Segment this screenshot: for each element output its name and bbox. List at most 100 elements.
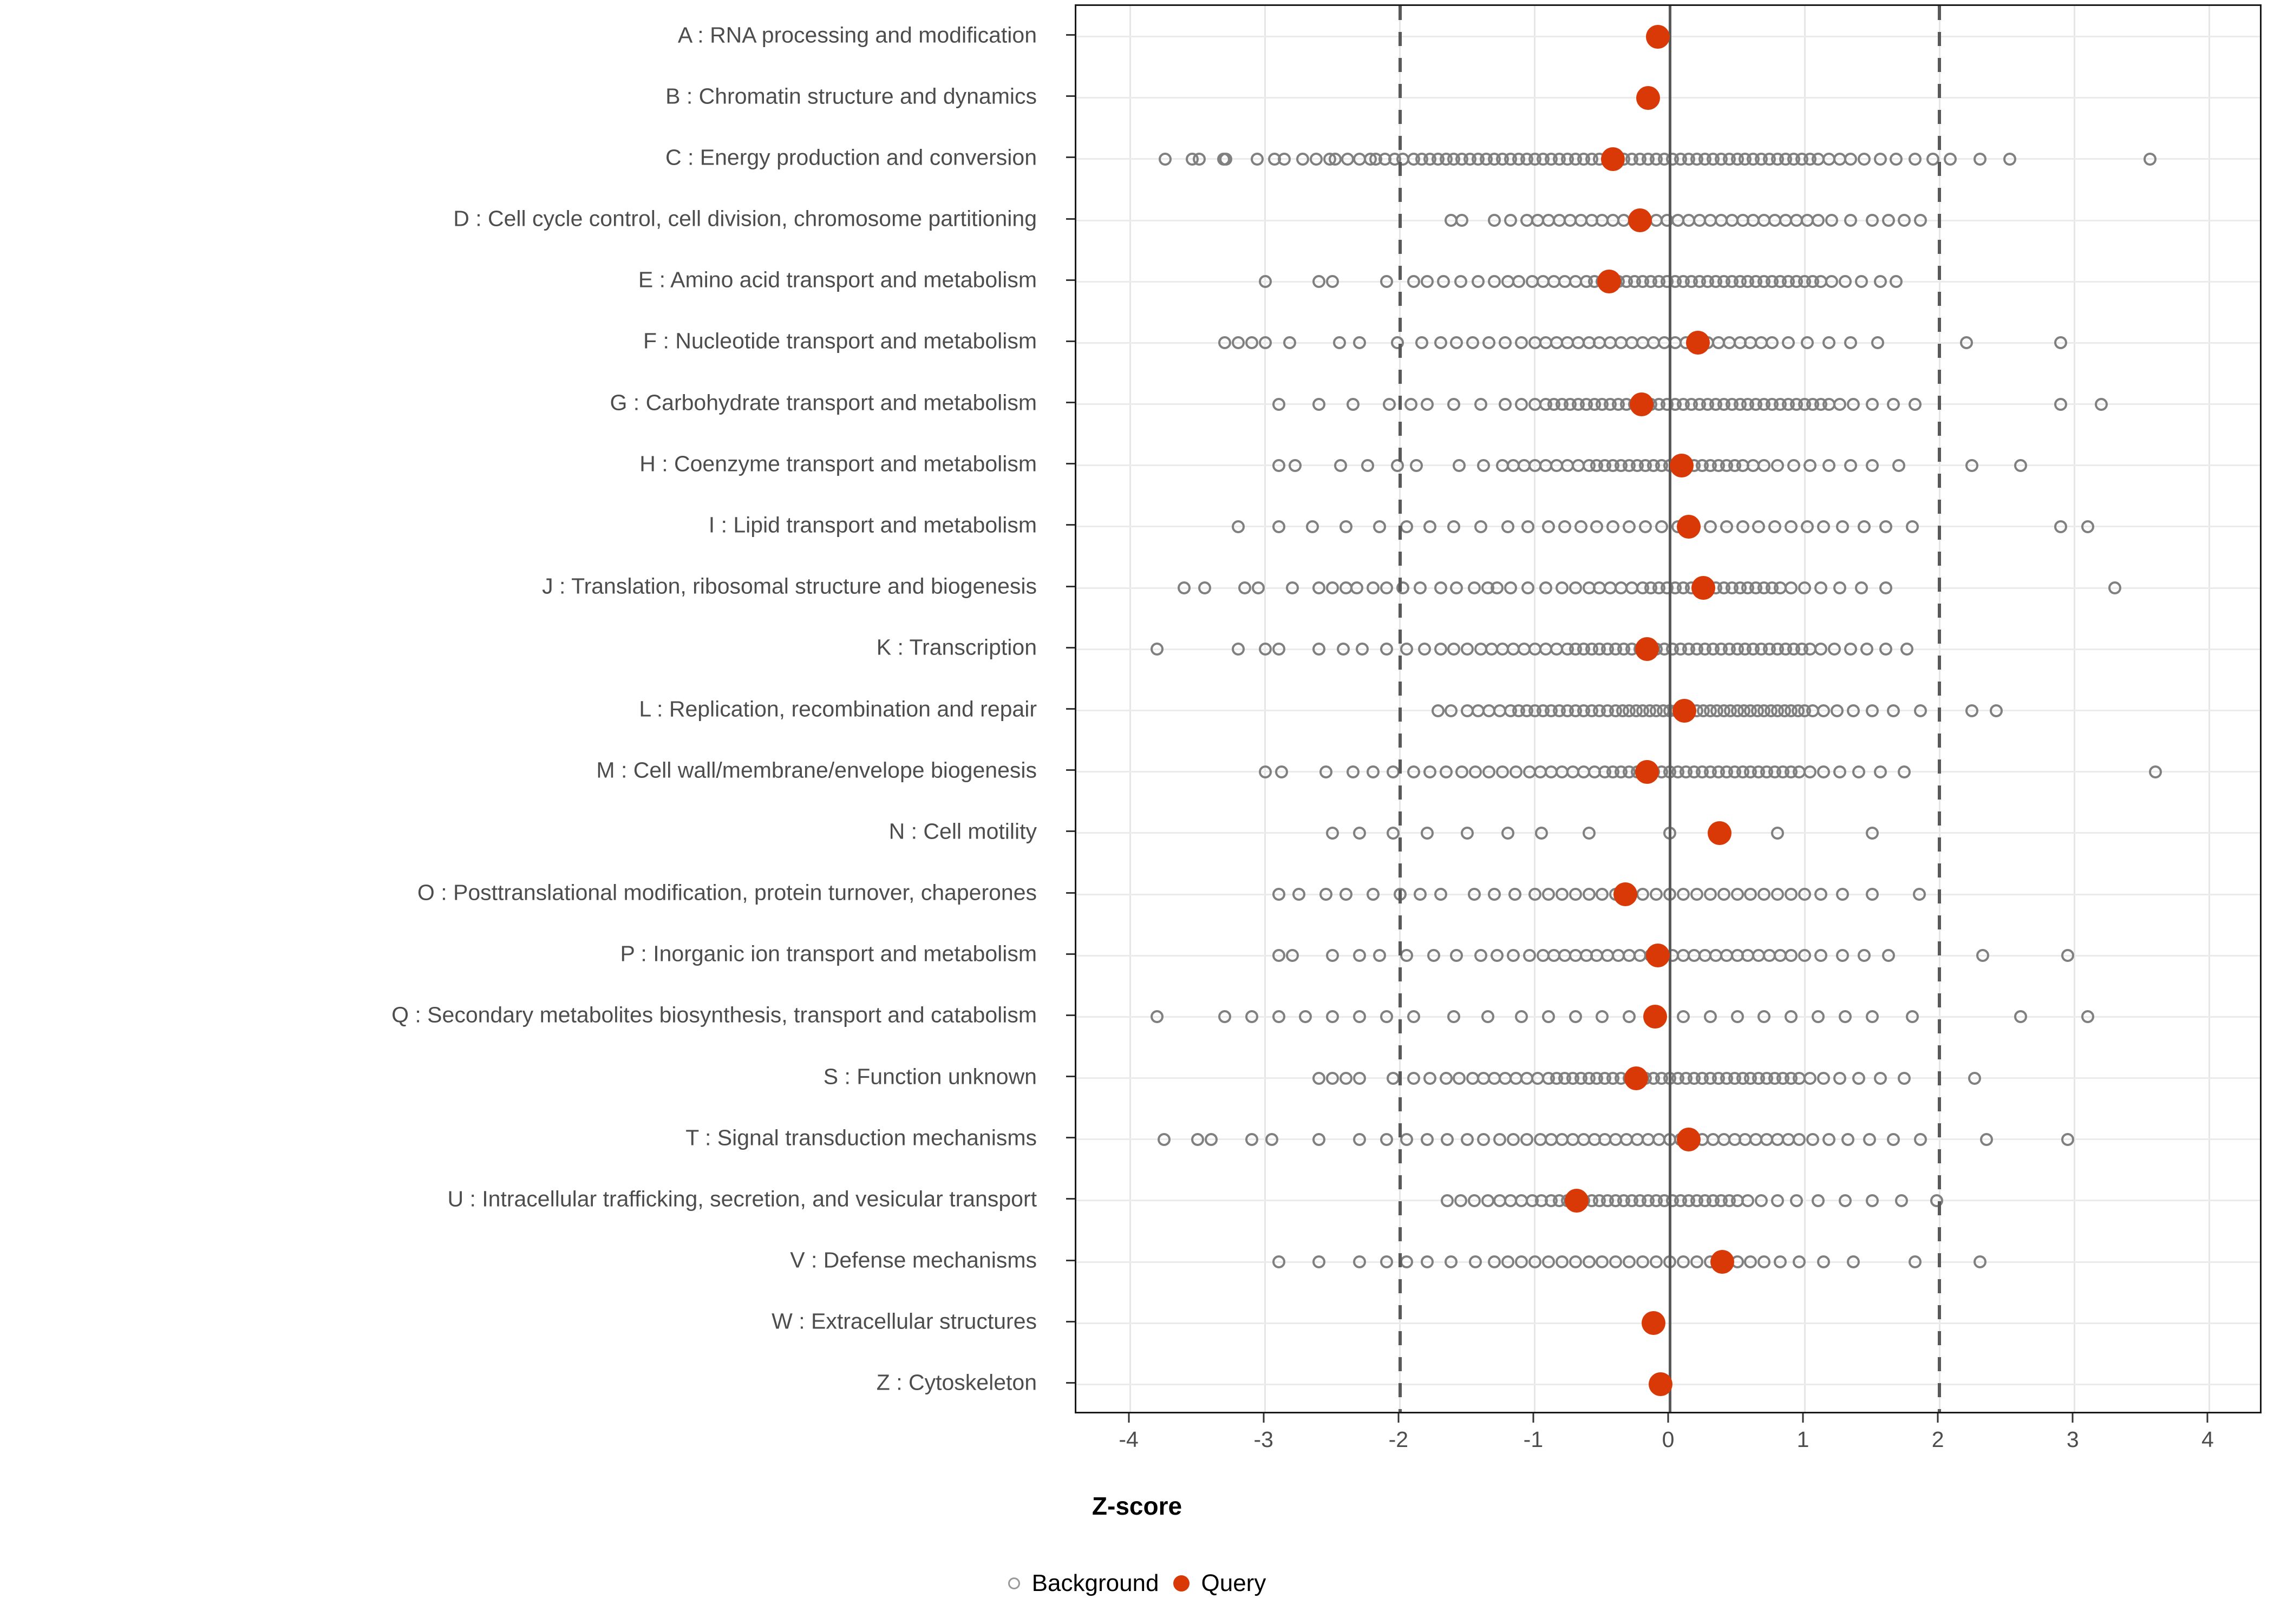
background-point bbox=[1914, 214, 1927, 227]
y-axis-tick bbox=[1066, 1259, 1075, 1261]
y-axis-tick bbox=[1066, 585, 1075, 587]
background-point bbox=[1178, 581, 1191, 595]
background-point bbox=[1980, 1132, 1994, 1146]
query-point bbox=[1628, 208, 1652, 233]
background-point bbox=[1976, 949, 1989, 962]
background-point bbox=[1816, 520, 1830, 533]
y-axis-category-labels: A : RNA processing and modification B : C… bbox=[0, 0, 1058, 1418]
background-point bbox=[1380, 275, 1393, 289]
background-point bbox=[1879, 581, 1892, 595]
background-point bbox=[1623, 1255, 1636, 1269]
background-point bbox=[1192, 152, 1206, 166]
background-point bbox=[1491, 581, 1504, 595]
background-point bbox=[1865, 1194, 1879, 1207]
background-point bbox=[1574, 520, 1587, 533]
background-point bbox=[1339, 520, 1353, 533]
background-point bbox=[1515, 336, 1528, 350]
background-point bbox=[1339, 888, 1353, 901]
background-point bbox=[1238, 581, 1252, 595]
background-point bbox=[1752, 520, 1766, 533]
background-point bbox=[1541, 888, 1555, 901]
background-point bbox=[1865, 214, 1879, 227]
background-point bbox=[1906, 520, 1919, 533]
background-point bbox=[1445, 1255, 1458, 1269]
reference-line-dashed bbox=[1398, 6, 1402, 1412]
background-point bbox=[1895, 1194, 1909, 1207]
background-point bbox=[1467, 888, 1481, 901]
background-point bbox=[1461, 826, 1474, 840]
background-point bbox=[1785, 581, 1798, 595]
background-point bbox=[1400, 520, 1414, 533]
background-point bbox=[1472, 275, 1485, 289]
background-point bbox=[1151, 643, 1164, 656]
background-point bbox=[1865, 459, 1879, 472]
background-point bbox=[1367, 888, 1380, 901]
background-point bbox=[1989, 704, 2003, 717]
background-point bbox=[1467, 581, 1481, 595]
background-point bbox=[1319, 765, 1332, 778]
query-point bbox=[1636, 86, 1661, 110]
background-point bbox=[1852, 1071, 1865, 1085]
open-circle-icon bbox=[1008, 1577, 1020, 1589]
background-point bbox=[1407, 1071, 1420, 1085]
y-axis-tick bbox=[1066, 156, 1075, 159]
background-point bbox=[1838, 1194, 1852, 1207]
y-axis-tick-label: G : Carbohydrate transport and metabolis… bbox=[610, 390, 1037, 415]
background-point bbox=[1466, 336, 1480, 350]
background-point bbox=[1730, 1010, 1744, 1024]
background-point bbox=[1655, 520, 1669, 533]
background-point bbox=[1420, 397, 1434, 411]
background-point bbox=[1771, 1194, 1785, 1207]
background-point bbox=[1453, 459, 1466, 472]
background-point bbox=[1312, 275, 1326, 289]
background-point bbox=[1816, 765, 1830, 778]
background-point bbox=[1312, 581, 1326, 595]
legend-label-query: Query bbox=[1201, 1570, 1266, 1596]
background-point bbox=[2148, 765, 2162, 778]
background-point bbox=[1515, 1010, 1528, 1024]
background-point bbox=[1785, 520, 1798, 533]
background-point bbox=[1879, 520, 1892, 533]
background-point bbox=[1265, 1132, 1279, 1146]
background-point bbox=[1414, 581, 1427, 595]
background-point bbox=[1871, 336, 1884, 350]
background-point bbox=[1420, 1132, 1434, 1146]
background-point bbox=[1409, 459, 1423, 472]
background-point bbox=[1569, 1255, 1582, 1269]
y-axis-tick bbox=[1066, 769, 1075, 771]
background-point bbox=[1898, 214, 1911, 227]
background-point bbox=[1914, 1132, 1927, 1146]
background-point bbox=[1835, 520, 1849, 533]
background-point bbox=[1272, 643, 1285, 656]
background-point bbox=[1329, 152, 1342, 166]
background-point bbox=[1350, 581, 1364, 595]
background-point bbox=[1450, 336, 1463, 350]
background-point bbox=[1469, 765, 1482, 778]
query-point bbox=[1635, 759, 1659, 784]
background-point bbox=[1477, 1132, 1491, 1146]
background-point bbox=[1326, 949, 1339, 962]
chart-legend: Background Query bbox=[0, 1554, 2274, 1613]
background-point bbox=[1504, 581, 1518, 595]
background-point bbox=[1407, 275, 1420, 289]
background-point bbox=[1814, 581, 1827, 595]
background-point bbox=[1825, 275, 1838, 289]
background-point bbox=[1218, 336, 1231, 350]
background-point bbox=[1245, 1010, 1258, 1024]
background-point bbox=[1803, 1071, 1817, 1085]
background-point bbox=[1423, 520, 1436, 533]
background-point bbox=[1881, 949, 1895, 962]
background-point bbox=[1590, 520, 1604, 533]
background-point bbox=[1218, 1010, 1231, 1024]
query-point bbox=[1676, 514, 1701, 539]
background-point bbox=[1407, 765, 1420, 778]
background-point bbox=[1822, 459, 1835, 472]
background-point bbox=[1609, 1255, 1623, 1269]
background-point bbox=[1555, 581, 1569, 595]
background-point bbox=[1272, 888, 1285, 901]
background-point bbox=[1892, 459, 1906, 472]
y-axis-tick-label: L : Replication, recombination and repai… bbox=[639, 696, 1037, 721]
background-point bbox=[1768, 520, 1782, 533]
background-point bbox=[1676, 1255, 1690, 1269]
query-point bbox=[1672, 698, 1697, 723]
